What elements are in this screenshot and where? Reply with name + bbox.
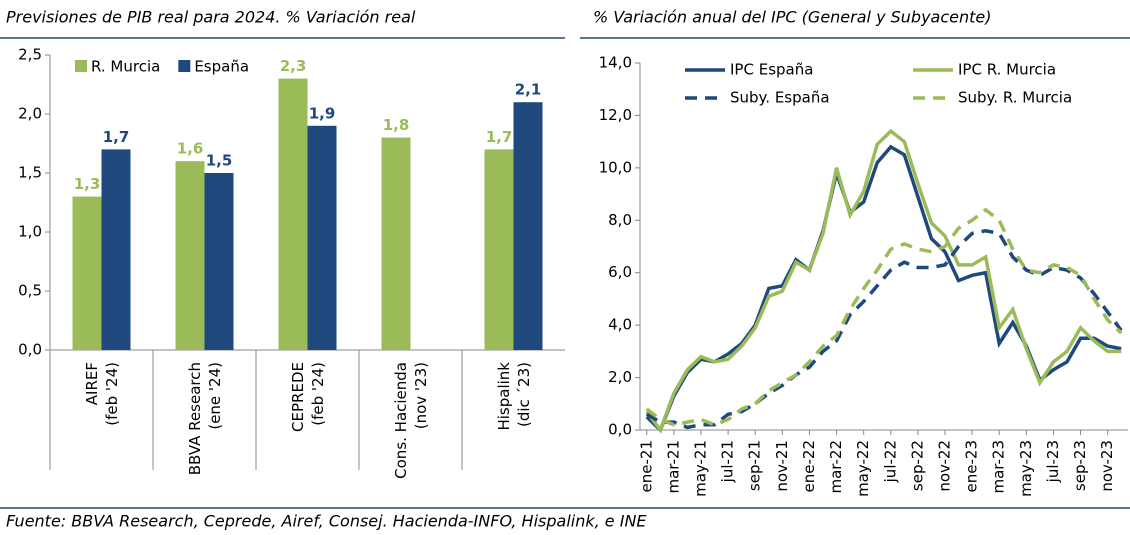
value-label: 1,6 [177, 140, 204, 158]
x-tick-label: (nov '23) [412, 362, 430, 429]
y-tick-label: 0,0 [18, 341, 42, 359]
bar [278, 78, 308, 350]
y-tick-label: 0,0 [608, 421, 632, 439]
x-tick-label: AIREF [83, 362, 101, 405]
x-tick-label: sep-21 [746, 440, 764, 491]
x-tick-label: CEPREDE [289, 362, 307, 432]
x-tick-label: nov-22 [936, 440, 954, 492]
legend-label: España [194, 58, 249, 76]
x-tick-label: mar-22 [827, 440, 845, 494]
x-tick-label: jul-22 [881, 440, 899, 483]
bar [513, 102, 543, 350]
source-note: Fuente: BBVA Research, Ceprede, Airef, C… [6, 512, 647, 531]
y-tick-label: 2,0 [608, 368, 632, 386]
legend-label: Suby. España [730, 89, 830, 107]
x-tick-label: mar-21 [664, 440, 682, 494]
y-tick-label: 14,0 [599, 54, 632, 72]
bar [484, 149, 514, 350]
x-tick-label: Hispalink [495, 362, 513, 431]
series-line [645, 144, 1122, 434]
value-label: 1,5 [206, 152, 233, 170]
chart-title: % Variación anual del IPC (General y Sub… [593, 8, 991, 27]
x-tick-label: BBVA Research [186, 362, 204, 475]
y-tick-label: 6,0 [608, 263, 632, 281]
y-tick-label: 1,0 [18, 223, 42, 241]
x-tick-label: (dic ´23) [515, 362, 533, 427]
x-tick-label: (ene '24) [206, 362, 224, 430]
y-tick-label: 2,0 [18, 105, 42, 123]
legend-label: Suby. R. Murcia [958, 89, 1072, 107]
y-tick-label: 12,0 [599, 106, 632, 124]
bar [72, 196, 102, 350]
x-tick-label: jul-23 [1044, 440, 1062, 483]
bar [307, 125, 337, 350]
value-label: 1,7 [486, 128, 513, 146]
value-label: 1,7 [103, 128, 130, 146]
x-tick-label: ene-21 [637, 440, 655, 492]
bar [381, 137, 411, 350]
y-tick-label: 8,0 [608, 211, 632, 229]
x-tick-label: Cons. Hacienda [392, 362, 410, 479]
bar [175, 161, 205, 350]
chart-title: Previsiones de PIB real para 2024. % Var… [6, 8, 416, 27]
legend-label: R. Murcia [91, 58, 160, 76]
x-tick-label: sep-22 [908, 440, 926, 491]
x-tick-label: (feb '24) [309, 362, 327, 426]
legend-swatch [75, 60, 87, 72]
y-tick-label: 10,0 [599, 158, 632, 176]
x-tick-label: ene-23 [963, 440, 981, 492]
x-tick-label: nov-23 [1098, 440, 1116, 492]
series-line [645, 128, 1122, 434]
x-tick-label: may-22 [854, 440, 872, 497]
series-line [645, 228, 1123, 430]
legend-label: IPC España [730, 61, 813, 79]
y-tick-label: 0,5 [18, 282, 42, 300]
x-tick-label: (feb '24) [103, 362, 121, 426]
value-label: 1,3 [74, 175, 101, 193]
x-tick-label: may-21 [692, 440, 710, 497]
value-label: 1,8 [383, 116, 410, 134]
x-tick-label: ene-22 [800, 440, 818, 492]
value-label: 2,3 [280, 57, 307, 75]
x-tick-label: jul-21 [719, 440, 737, 483]
legend-label: IPC R. Murcia [958, 61, 1056, 79]
bar [204, 173, 234, 350]
legend-swatch [178, 60, 191, 72]
x-tick-label: nov-21 [773, 440, 791, 492]
y-tick-label: 4,0 [608, 316, 632, 334]
x-tick-label: sep-23 [1071, 440, 1089, 491]
y-tick-label: 2,5 [18, 46, 42, 64]
x-tick-label: mar-23 [990, 440, 1008, 494]
value-label: 2,1 [515, 81, 542, 99]
value-label: 1,9 [309, 104, 336, 122]
series-line [645, 207, 1123, 427]
y-tick-label: 1,5 [18, 164, 42, 182]
x-tick-label: may-23 [1017, 440, 1035, 497]
bar [101, 149, 131, 350]
